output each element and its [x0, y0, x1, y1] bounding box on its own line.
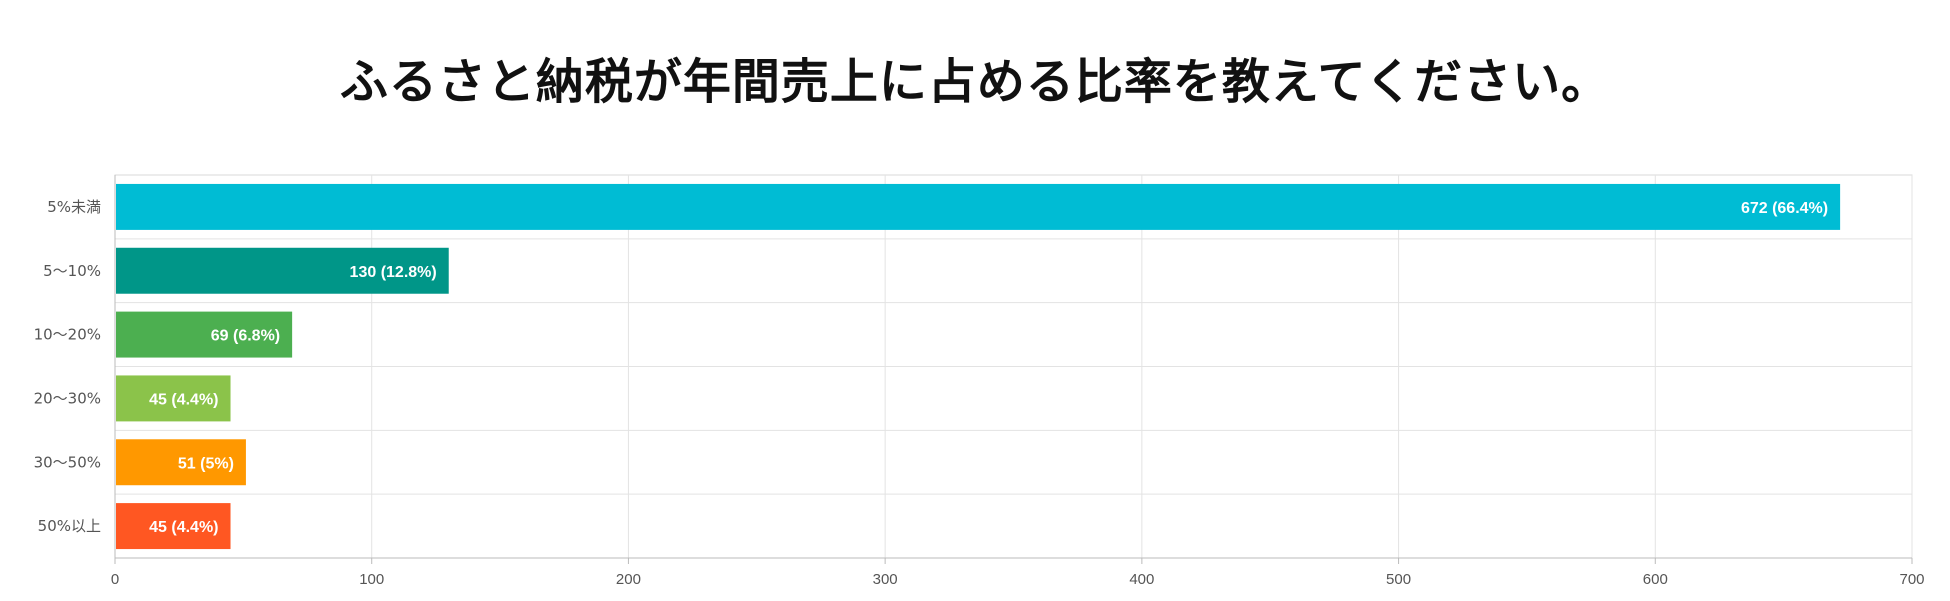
axes — [114, 175, 1913, 564]
bar — [116, 247, 449, 294]
bar — [116, 311, 293, 358]
data-label: 45 (4.4%) — [149, 391, 218, 408]
bars — [116, 183, 1841, 550]
category-label: 50%以上 — [38, 517, 101, 535]
x-tick-label: 500 — [1386, 571, 1411, 588]
bar — [116, 183, 1841, 230]
x-tick-label: 400 — [1129, 571, 1154, 588]
bar — [116, 439, 246, 486]
x-tick-label: 100 — [359, 571, 384, 588]
data-label: 51 (5%) — [178, 455, 234, 472]
chart-title: ふるさと納税が年間売上に占める比率を教えてください。 — [339, 54, 1611, 110]
bar — [116, 503, 231, 550]
category-label: 5〜10% — [43, 262, 101, 280]
labels: 0 100 200 300 400 500 600 700 5%未満 672 (66.4%) 5〜1… — [34, 198, 1925, 588]
x-tick-label: 300 — [873, 571, 898, 588]
grid-lines — [114, 174, 1913, 559]
bar — [116, 375, 231, 422]
x-tick-label: 700 — [1899, 571, 1924, 588]
x-tick-label: 200 — [616, 571, 641, 588]
data-label: 130 (12.8%) — [350, 264, 437, 281]
x-tick-label: 600 — [1643, 571, 1668, 588]
category-label: 20〜30% — [34, 389, 101, 407]
data-label: 45 (4.4%) — [149, 519, 218, 536]
x-tick-label: 0 — [111, 571, 119, 588]
data-label: 69 (6.8%) — [211, 328, 280, 345]
category-label: 5%未満 — [47, 198, 101, 216]
data-label: 672 (66.4%) — [1741, 200, 1828, 217]
category-label: 10〜20% — [34, 326, 101, 344]
category-label: 30〜50% — [34, 453, 101, 471]
